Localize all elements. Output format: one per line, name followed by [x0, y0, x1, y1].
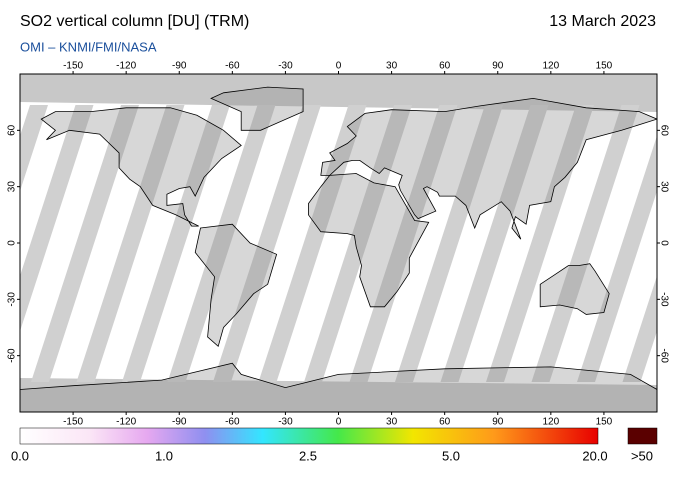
lat-label: -30: [658, 292, 669, 307]
colorbar: [19, 427, 599, 445]
date: 13 March 2023: [549, 13, 656, 30]
lat-label: -60: [658, 348, 669, 363]
orbit-gap: [349, 105, 458, 382]
lon-label: -120: [116, 61, 136, 72]
orbit-gap: [440, 105, 549, 382]
coastline: [308, 173, 430, 308]
orbit-gap: [122, 105, 230, 382]
lon-label: -30: [278, 61, 293, 72]
orbit-gap: [622, 275, 657, 382]
orbit-gap: [76, 105, 185, 382]
lat-label: 0: [658, 240, 669, 246]
map: [0, 74, 657, 412]
lon-label: 0: [336, 417, 342, 428]
orbit-gap: [577, 135, 657, 382]
colorbar-label: 0.0: [11, 448, 29, 463]
coastline: [539, 263, 610, 315]
lat-label: 30: [658, 181, 669, 193]
lon-label: -150: [63, 417, 83, 428]
lon-label: 30: [386, 61, 398, 72]
lon-label: 120: [542, 61, 559, 72]
lon-label: -150: [63, 61, 83, 72]
orbit-gap: [531, 105, 640, 382]
lat-label: 30: [7, 181, 18, 193]
lon-label: 0: [336, 61, 342, 72]
orbit-gap: [395, 105, 503, 382]
orbit-gap: [486, 105, 594, 382]
coastline: [194, 223, 278, 348]
lon-label: 120: [542, 417, 559, 428]
title: SO2 vertical column [DU] (TRM): [20, 13, 249, 30]
orbit-gap: [20, 105, 94, 332]
colorbar-label: 20.0: [582, 448, 607, 463]
lat-label: 0: [7, 240, 18, 246]
lat-label: 60: [658, 125, 669, 137]
coastline: [320, 97, 657, 240]
lon-label: -60: [225, 61, 240, 72]
orbit-gap: [31, 105, 139, 382]
colorbar-label: 5.0: [442, 448, 460, 463]
lon-label: -60: [225, 417, 240, 428]
lon-label: 90: [492, 61, 504, 72]
lat-label: -30: [7, 292, 18, 307]
coastline: [210, 86, 304, 131]
colorbar-label: 2.5: [299, 448, 317, 463]
colorbar-label: >50: [631, 448, 653, 463]
lon-label: 60: [439, 417, 451, 428]
orbit-gap: [213, 105, 321, 382]
lon-label: -30: [278, 417, 293, 428]
lon-label: -120: [116, 417, 136, 428]
lon-label: 30: [386, 417, 398, 428]
data-area: [20, 102, 657, 385]
lon-label: 150: [596, 61, 613, 72]
lon-label: -90: [172, 61, 187, 72]
lon-label: 60: [439, 61, 451, 72]
orbit-gap: [258, 105, 367, 382]
orbit-gap: [167, 105, 276, 382]
coastline: [20, 362, 657, 412]
lat-label: -60: [7, 348, 18, 363]
lon-label: 150: [596, 417, 613, 428]
orbit-gap: [0, 105, 3, 382]
colorbar-label: 1.0: [155, 448, 173, 463]
lat-label: 60: [7, 124, 18, 136]
lon-label: -90: [172, 417, 187, 428]
lon-label: 90: [492, 417, 504, 428]
orbit-gap: [304, 105, 412, 382]
colorbar-overflow: [627, 427, 658, 445]
coastline: [40, 107, 242, 227]
source: OMI – KNMI/FMI/NASA: [20, 39, 157, 54]
orbit-gap: [20, 105, 48, 192]
